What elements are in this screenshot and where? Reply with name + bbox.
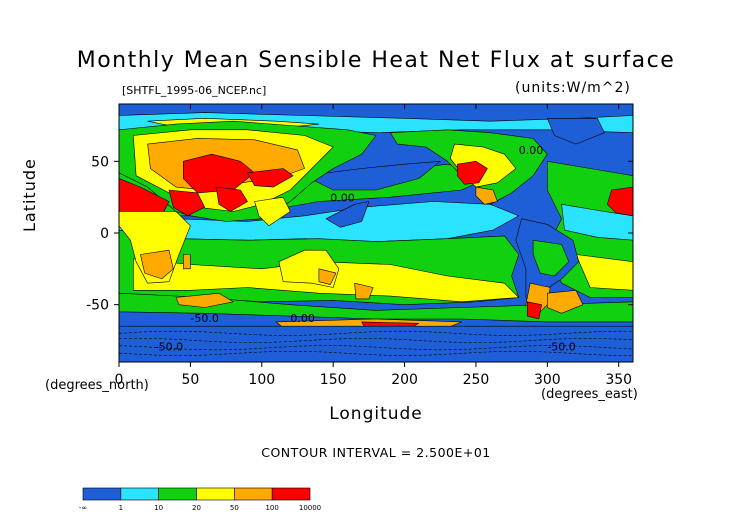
contour-label: -50.0 (155, 341, 183, 354)
region-india-red (215, 186, 248, 212)
region-band-atlantic-cyan (561, 204, 633, 241)
y-tick-label: 0 (100, 226, 109, 242)
region-south-indian-orange (175, 292, 234, 308)
contour-interval-label: CONTOUR INTERVAL = 2.500E+01 (261, 445, 491, 460)
units-label: (units:W/m^2) (515, 80, 631, 96)
region-south-america-green (532, 239, 570, 277)
region-north-america-red (457, 161, 488, 185)
chart-title: Monthly Mean Sensible Heat Net Flux at s… (76, 48, 676, 73)
y-tick-label: 50 (91, 154, 109, 170)
region-madagascar-orange (183, 254, 191, 270)
negative-contour-line (119, 330, 633, 336)
region-greenland-blue (546, 118, 605, 145)
contour-label: -50.0 (190, 312, 218, 325)
file-name-label: [SHTFL_1995-06_NCEP.nc] (122, 84, 267, 97)
region-south-atlantic-orange (546, 289, 584, 314)
region-nw-pacific-blue (325, 201, 370, 228)
region-tibet-red (247, 168, 294, 188)
x-axis-unit-label: (degrees_east) (541, 387, 638, 402)
contour-label: 0.00 (290, 312, 315, 325)
region-west-africa-red (606, 186, 633, 217)
region-africa-orange (140, 249, 174, 280)
contour-label: -50.0 (547, 341, 575, 354)
y-tick-label: -50 (86, 298, 109, 314)
x-tick-label: 0 (115, 372, 124, 388)
region-ne-pacific-blue (304, 161, 441, 191)
x-tick-label: 100 (248, 372, 275, 388)
x-axis-label: Longitude (329, 404, 423, 424)
x-tick-label: 250 (463, 372, 490, 388)
contour-label: 0.00 (330, 191, 355, 204)
negative-contour-line (119, 351, 633, 356)
y-axis-unit-label: (degrees_north) (45, 378, 149, 393)
region-new-zealand-orange (354, 282, 374, 300)
contour-label: 0.00 (519, 144, 544, 157)
region-band-atlantic-yellow (575, 254, 633, 291)
region-patagonia-red (526, 301, 542, 320)
x-tick-label: 150 (320, 372, 347, 388)
region-central-asia-red (183, 153, 255, 194)
x-tick-label: 300 (534, 372, 561, 388)
region-arabia-red (168, 189, 205, 217)
region-se-asia-yellow (254, 196, 291, 227)
x-tick-label: 200 (391, 372, 418, 388)
region-band-southern-ocean-green (119, 292, 633, 323)
negative-contour-line (119, 338, 633, 343)
x-tick-label: 350 (605, 372, 632, 388)
region-australia-orange (318, 268, 337, 285)
flux-field: 0.00 0.00 -50.0 0.00 -50.0 -50.0 (119, 104, 633, 362)
negative-contour-line (119, 345, 633, 351)
x-tick-label: 50 (181, 372, 199, 388)
region-mexico-orange (475, 186, 498, 205)
